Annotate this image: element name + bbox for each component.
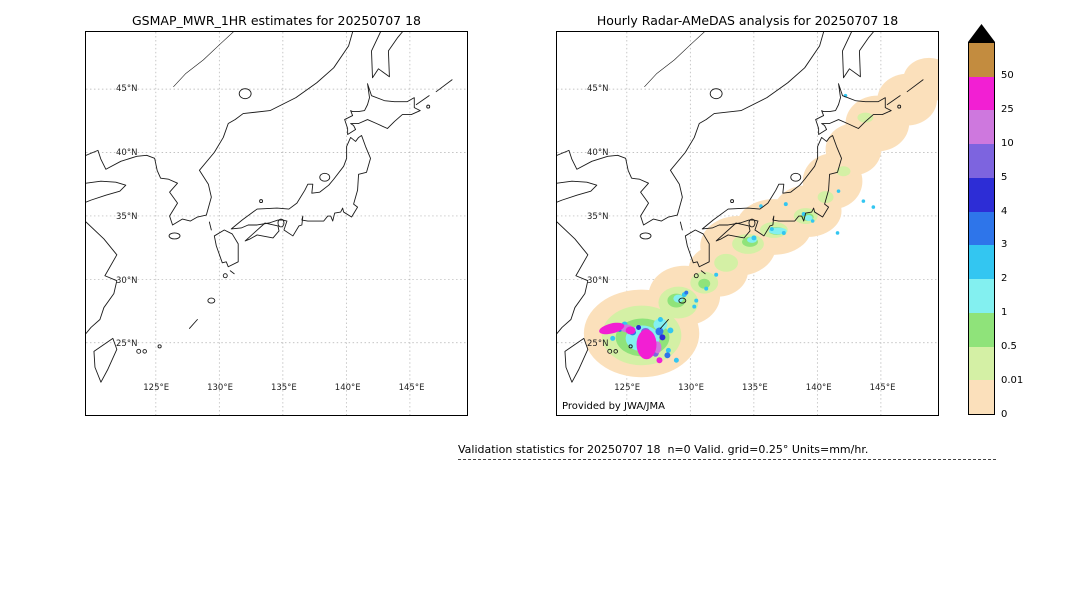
lon-tick-label: 130°E [678, 383, 704, 393]
colorbar-tick-10: 10 [1001, 137, 1014, 149]
lon-tick-label: 125°E [143, 383, 170, 393]
lon-tick-label: 135°E [270, 383, 297, 393]
lat-tick-label: 40°N [587, 147, 609, 158]
colorbar-segment-blue [969, 211, 994, 246]
lon-tick-label: 130°E [207, 383, 233, 393]
lon-tick-label: 140°E [805, 383, 832, 393]
radar-map: Provided by JWA/JMA 45°N 40°N 35°N 30°N 25°N… [556, 31, 939, 416]
footer-dashed-rule [458, 459, 996, 460]
colorbar-segment-green [969, 312, 994, 347]
gsmap-map: 45°N 40°N 35°N 30°N 25°N 125°E 130°E 135°E 140°E… [85, 31, 468, 416]
data-credit: Provided by JWA/JMA [560, 401, 667, 412]
colorbar-tick-0.01: 0.01 [1001, 375, 1024, 387]
colorbar-segment-violet [969, 144, 994, 178]
colorbar-tick-1: 1 [1001, 307, 1008, 319]
precip-layer-magenta [599, 322, 663, 364]
lon-tick-label: 140°E [334, 383, 361, 393]
lat-tick-label: 30°N [116, 275, 138, 286]
lat-tick-label: 25°N [116, 339, 138, 350]
lon-tick-label: 125°E [614, 383, 641, 393]
lat-tick-label: 45°N [116, 84, 138, 95]
radar-panel-title: Hourly Radar-AMeDAS analysis for 2025070… [596, 13, 899, 28]
colorbar-segment-cyan [969, 245, 994, 280]
lat-tick-label: 35°N [587, 211, 609, 222]
colorbar-overflow-triangle [968, 24, 995, 42]
colorbar-tick-0.5: 0.5 [1001, 341, 1017, 353]
colorbar-tick-4: 4 [1001, 205, 1008, 217]
lon-tick-label: 145°E [869, 383, 896, 393]
validation-stats-text: Validation statistics for 20250707 18 n=… [458, 443, 869, 456]
gsmap-panel-title: GSMAP_MWR_1HR estimates for 20250707 18 [132, 13, 421, 28]
colorbar-segment-light-cyan [969, 279, 994, 313]
colorbar-segment-dark-blue [969, 177, 994, 212]
coastlines [86, 32, 453, 383]
colorbar: 50 25 10 5 4 3 2 1 0.5 0.01 0 [968, 24, 1023, 420]
colorbar-segment-magenta [969, 76, 994, 111]
colorbar-segment-peach [969, 380, 994, 415]
lat-tick-label: 35°N [116, 211, 138, 222]
colorbar-tick-50: 50 [1001, 69, 1014, 81]
colorbar-tick-0: 0 [1001, 409, 1008, 420]
lat-tick-label: 25°N [587, 339, 609, 350]
colorbar-segment-orchid [969, 110, 994, 145]
colorbar-segment-tan [969, 43, 994, 77]
colorbar-tick-25: 25 [1001, 103, 1014, 115]
colorbar-tick-3: 3 [1001, 239, 1008, 251]
lat-tick-label: 40°N [116, 147, 138, 158]
lon-tick-label: 135°E [741, 383, 768, 393]
lon-tick-label: 145°E [398, 383, 425, 393]
colorbar-tick-2: 2 [1001, 273, 1008, 285]
lat-tick-label: 30°N [587, 275, 609, 286]
grid-lines [86, 32, 467, 415]
colorbar-tick-5: 5 [1001, 171, 1008, 183]
colorbar-ticks: 50 25 10 5 4 3 2 1 0.5 0.01 0 [1001, 42, 1041, 419]
lat-tick-label: 45°N [587, 84, 609, 95]
colorbar-segment-pale-green [969, 346, 994, 381]
colorbar-segments [968, 42, 995, 415]
